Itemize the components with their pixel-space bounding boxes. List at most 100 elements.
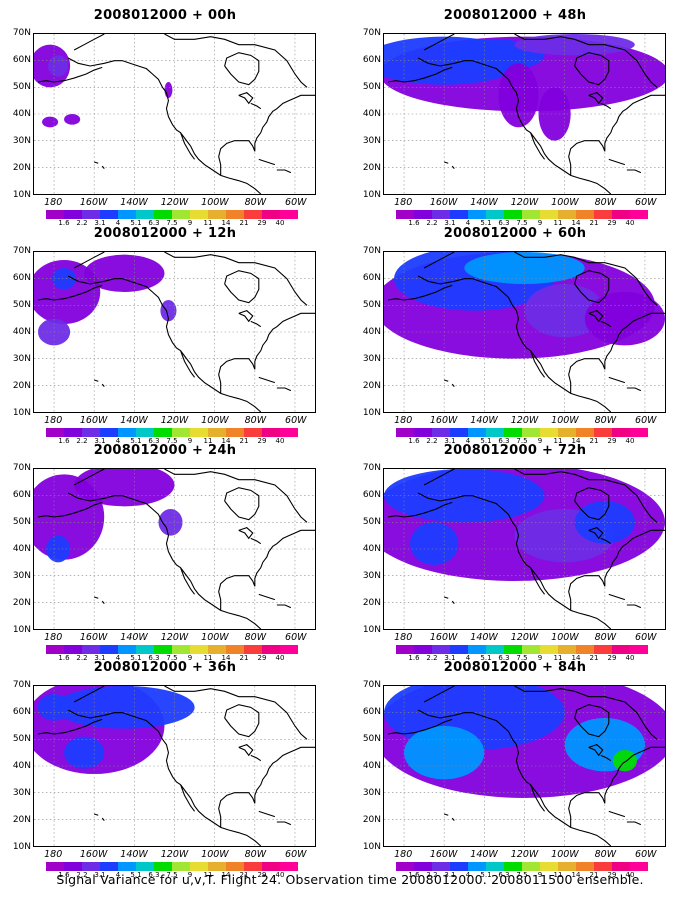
panel-title: 2008012000 + 36h: [93, 660, 237, 675]
lon-tick-label: 80W: [244, 197, 267, 208]
panel-title: 2008012000 + 84h: [443, 660, 587, 675]
lon-tick-label: 60W: [635, 632, 657, 643]
colorbar: [396, 210, 648, 219]
lat-tick-label: 70N: [362, 246, 381, 256]
colorbar-swatch: [100, 862, 118, 871]
colorbar-tick-label: 3.1: [94, 871, 106, 879]
colorbar-tick-label: 21: [239, 654, 249, 662]
colorbar-swatch: [522, 645, 540, 654]
colorbar-swatch: [154, 645, 172, 654]
lon-tick-label: 120W: [510, 197, 539, 208]
colorbar-tick-label: 9: [187, 219, 193, 227]
lon-tick-label: 160W: [429, 415, 458, 426]
lon-tick-label: 140W: [470, 415, 498, 426]
lat-tick-label: 60N: [362, 490, 381, 500]
lon-tick-label: 160W: [429, 849, 458, 860]
lon-tick-label: 80W: [594, 849, 617, 860]
colorbar-tick-label: 3.1: [444, 654, 456, 662]
map-panel: 2008012000 + 24h 70N 60N 50N 40N 30N 20N 10N 18…: [0, 443, 330, 662]
lon-tick-label: 60W: [285, 197, 307, 208]
colorbar-swatch: [576, 645, 594, 654]
colorbar-swatch: [486, 862, 504, 871]
colorbar-tick-label: 29: [607, 871, 617, 879]
colorbar-swatch: [504, 645, 522, 654]
variance-field: [34, 469, 183, 563]
colorbar-tick-label: 1.6: [58, 654, 70, 662]
lat-tick-label: 10N: [12, 842, 31, 852]
colorbar-swatch: [226, 210, 244, 219]
lat-tick-label: 30N: [362, 136, 381, 146]
lat-tick-label: 20N: [362, 815, 381, 825]
colorbar: [396, 645, 648, 654]
lat-tick-label: 50N: [362, 734, 381, 744]
colorbar-swatch: [432, 862, 450, 871]
colorbar-tick-label: 1.6: [408, 219, 420, 227]
colorbar-swatch: [100, 428, 118, 437]
variance-shading: [42, 116, 59, 128]
colorbar-swatch: [432, 645, 450, 654]
colorbar-tick-label: 11: [203, 437, 213, 445]
colorbar-tick-label: 3.1: [94, 219, 106, 227]
lat-tick-label: 70N: [12, 463, 31, 473]
lon-tick-label: 180: [44, 415, 63, 426]
lon-tick-label: 80W: [244, 632, 267, 643]
colorbar-swatch: [540, 210, 558, 219]
lon-tick-label: 80W: [244, 415, 267, 426]
lat-tick-label: 20N: [12, 598, 31, 608]
lat-tick-label: 10N: [362, 190, 381, 200]
coastline: [387, 686, 665, 846]
lat-tick-label: 10N: [12, 190, 31, 200]
graticule: [34, 469, 315, 629]
variance-shading: [64, 736, 105, 769]
colorbar-swatch: [136, 862, 154, 871]
map-plot: [33, 685, 316, 847]
lat-tick-label: 10N: [12, 625, 31, 635]
lon-tick-label: 180: [394, 197, 413, 208]
lon-tick-label: 120W: [160, 849, 189, 860]
colorbar-swatch: [612, 862, 630, 871]
variance-shading: [164, 82, 173, 98]
variance-field: [34, 254, 177, 346]
colorbar-tick-label: 21: [239, 871, 249, 879]
map-panel: 2008012000 + 36h 70N 60N 50N 40N 30N 20N 10N 18…: [0, 660, 330, 879]
lat-tick-label: 10N: [362, 842, 381, 852]
colorbar-tick-label: 29: [257, 437, 267, 445]
colorbar-swatch: [82, 645, 100, 654]
lat-tick-label: 60N: [12, 707, 31, 717]
lat-tick-label: 50N: [362, 82, 381, 92]
lat-tick-label: 20N: [362, 381, 381, 391]
lat-tick-label: 30N: [362, 788, 381, 798]
lon-tick-label: 60W: [285, 415, 307, 426]
map-panel: 2008012000 + 60h 70N 60N 50N 40N 30N 20N 10N 18…: [350, 226, 680, 445]
colorbar-swatch: [208, 428, 226, 437]
colorbar-tick-label: 3.1: [444, 437, 456, 445]
colorbar-swatch: [486, 645, 504, 654]
colorbar-swatch: [172, 645, 190, 654]
lon-tick-label: 60W: [285, 849, 307, 860]
colorbar-swatch: [64, 645, 82, 654]
colorbar-tick-label: 29: [607, 654, 617, 662]
colorbar-swatch: [244, 210, 262, 219]
lat-tick-label: 70N: [12, 28, 31, 38]
lon-tick-label: 100W: [551, 632, 579, 643]
colorbar-tick-label: 7.5: [516, 654, 528, 662]
panel-title: 2008012000 + 00h: [93, 8, 237, 23]
colorbar-swatch: [262, 428, 280, 437]
colorbar-tick-label: 4: [465, 871, 471, 879]
variance-shading: [160, 300, 177, 322]
colorbar-swatch: [136, 210, 154, 219]
colorbar-swatch: [504, 862, 522, 871]
lat-tick-label: 60N: [12, 55, 31, 65]
figure-caption: Signal Variance for u,v,T. Flight 24. Ob…: [56, 872, 644, 887]
lat-tick-label: 40N: [362, 544, 381, 554]
coastline: [387, 34, 665, 194]
lon-tick-label: 60W: [285, 632, 307, 643]
colorbar-swatch: [594, 645, 612, 654]
colorbar-swatch: [468, 428, 486, 437]
lat-tick-label: 40N: [12, 761, 31, 771]
colorbar-tick-label: 5.1: [480, 654, 492, 662]
lat-tick-label: 50N: [12, 517, 31, 527]
colorbar-swatch: [450, 862, 468, 871]
lon-tick-label: 120W: [160, 415, 189, 426]
colorbar-swatch: [118, 862, 136, 871]
